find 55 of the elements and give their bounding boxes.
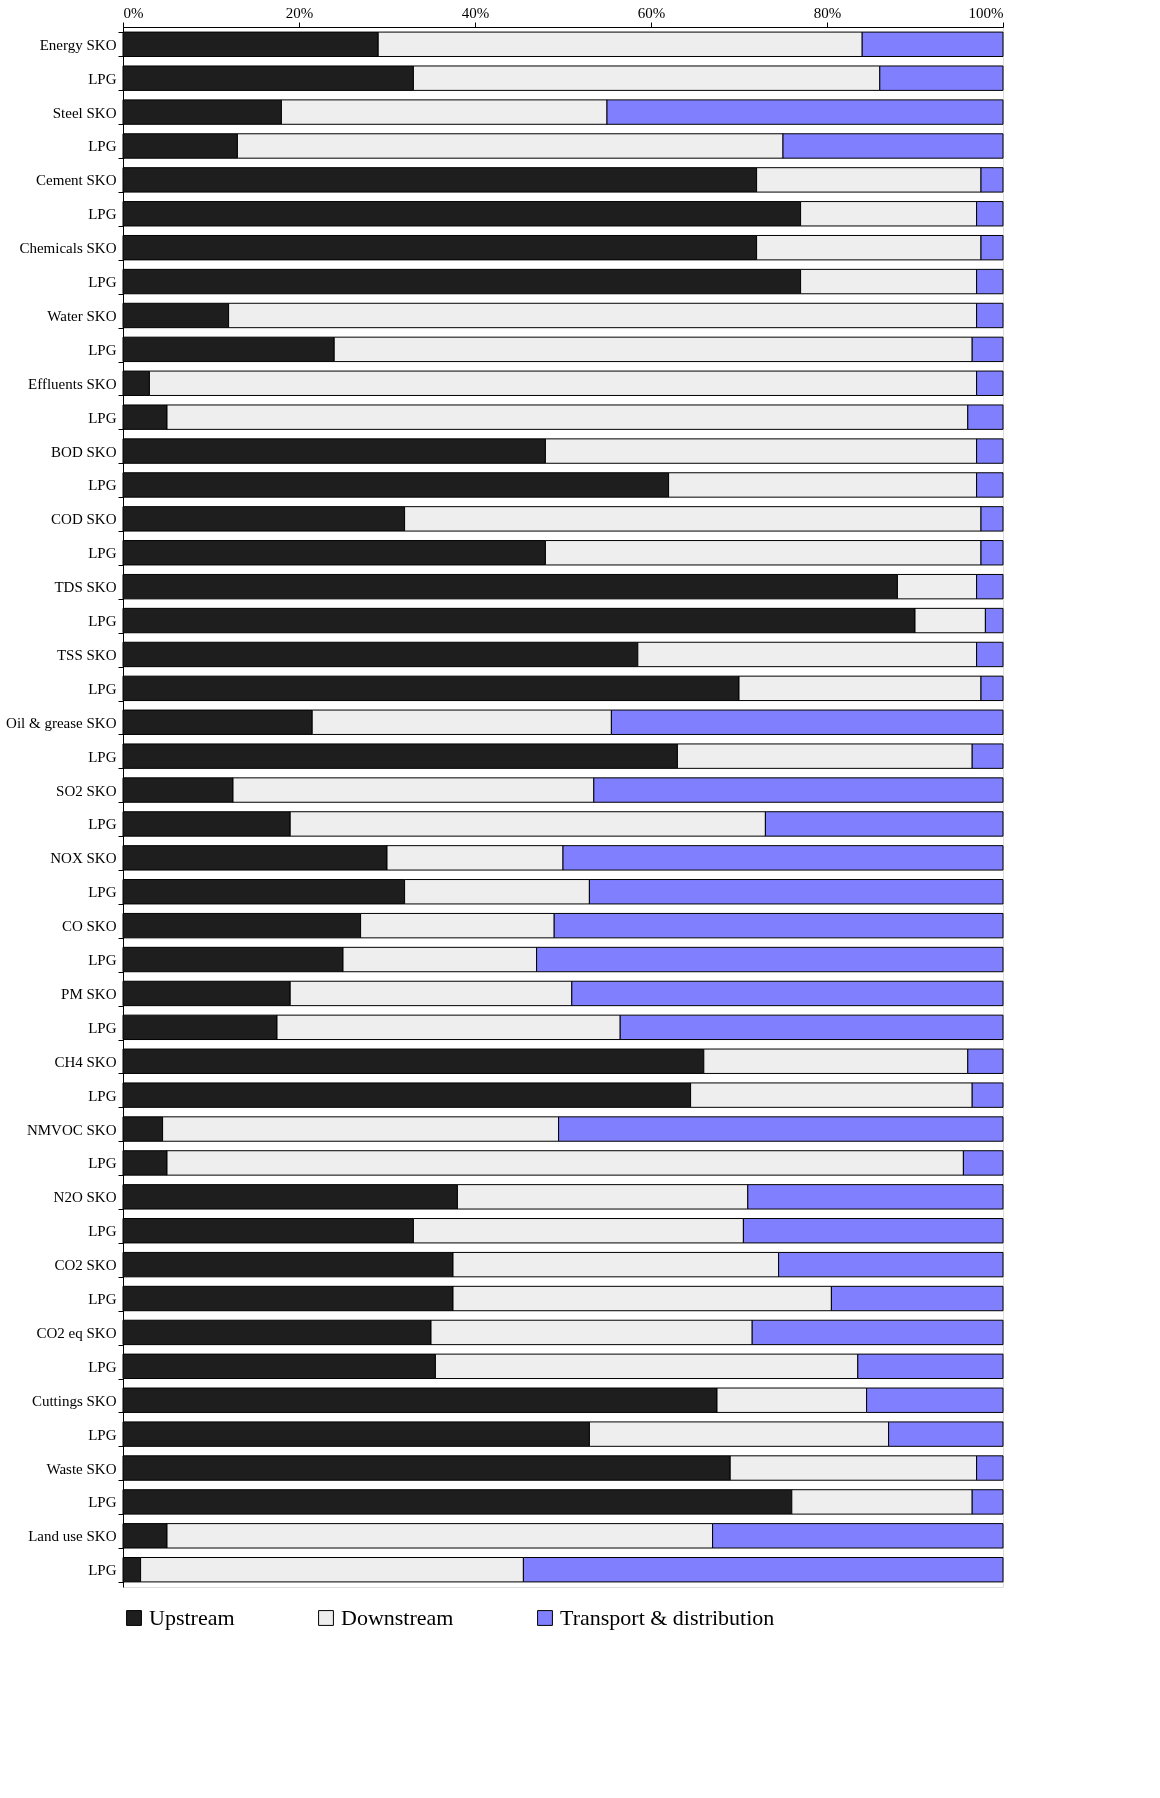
legend-label: Downstream <box>341 1605 454 1630</box>
y-tick-label: Chemicals SKO <box>19 240 117 257</box>
y-tick-label: N2O SKO <box>53 1189 117 1206</box>
y-tick-label: LPG <box>88 613 117 630</box>
y-tick-label: CO2 SKO <box>54 1257 117 1274</box>
y-tick-label: LPG <box>88 70 117 87</box>
y-tick-label: NOX SKO <box>50 850 117 867</box>
y-tick-label: LPG <box>88 206 117 223</box>
y-tick-label: LPG <box>88 1358 117 1375</box>
y-tick-label: Steel SKO <box>52 104 117 121</box>
y-tick-label: CO SKO <box>61 918 117 935</box>
legend-label: Transport & distribution <box>560 1605 775 1630</box>
y-tick-label: CH4 SKO <box>54 1053 117 1070</box>
y-tick-label: LPG <box>88 1019 117 1036</box>
y-tick-label: LPG <box>88 341 117 358</box>
y-tick-label: BOD SKO <box>51 443 117 460</box>
y-tick-label: Waste SKO <box>46 1460 117 1477</box>
x-tick-label: 20% <box>285 4 314 21</box>
x-tick-label: 0% <box>123 4 144 21</box>
y-tick-label: PM SKO <box>61 985 117 1002</box>
y-tick-label: Energy SKO <box>39 36 117 53</box>
y-tick-label: LPG <box>88 477 117 494</box>
x-tick-label: 100% <box>968 4 1004 21</box>
y-tick-label: CO2 eq SKO <box>36 1324 117 1341</box>
y-tick-label: Land use SKO <box>28 1528 117 1545</box>
y-tick-label: LPG <box>88 884 117 901</box>
y-tick-label: LPG <box>88 1155 117 1172</box>
x-tick-label: 40% <box>461 4 490 21</box>
y-tick-label: TSS SKO <box>56 646 117 663</box>
y-tick-label: LPG <box>88 138 117 155</box>
y-tick-label: LPG <box>88 816 117 833</box>
y-tick-label: Water SKO <box>47 307 117 324</box>
y-tick-label: TDS SKO <box>54 579 117 596</box>
y-tick-label: LPG <box>88 1087 117 1104</box>
y-tick-label: LPG <box>88 274 117 291</box>
legend-label: Upstream <box>149 1605 235 1630</box>
y-tick-label: LPG <box>88 680 117 697</box>
y-tick-label: SO2 SKO <box>56 782 117 799</box>
y-tick-label: Cuttings SKO <box>31 1392 117 1409</box>
y-tick-label: LPG <box>88 1223 117 1240</box>
y-tick-label: LPG <box>88 409 117 426</box>
y-tick-label: COD SKO <box>51 511 117 528</box>
y-tick-label: LPG <box>88 1494 117 1511</box>
y-tick-label: NMVOC SKO <box>26 1121 117 1138</box>
y-tick-label: LPG <box>88 545 117 562</box>
x-tick-label: 80% <box>813 4 842 21</box>
y-tick-label: LPG <box>88 748 117 765</box>
y-tick-label: Effluents SKO <box>28 375 117 392</box>
y-tick-label: LPG <box>88 1562 117 1579</box>
y-tick-label: Oil & grease SKO <box>6 714 117 731</box>
x-tick-label: 60% <box>637 4 666 21</box>
y-tick-label: LPG <box>88 1426 117 1443</box>
y-tick-label: Cement SKO <box>36 172 117 189</box>
y-tick-label: LPG <box>88 952 117 969</box>
y-tick-label: LPG <box>88 1291 117 1308</box>
